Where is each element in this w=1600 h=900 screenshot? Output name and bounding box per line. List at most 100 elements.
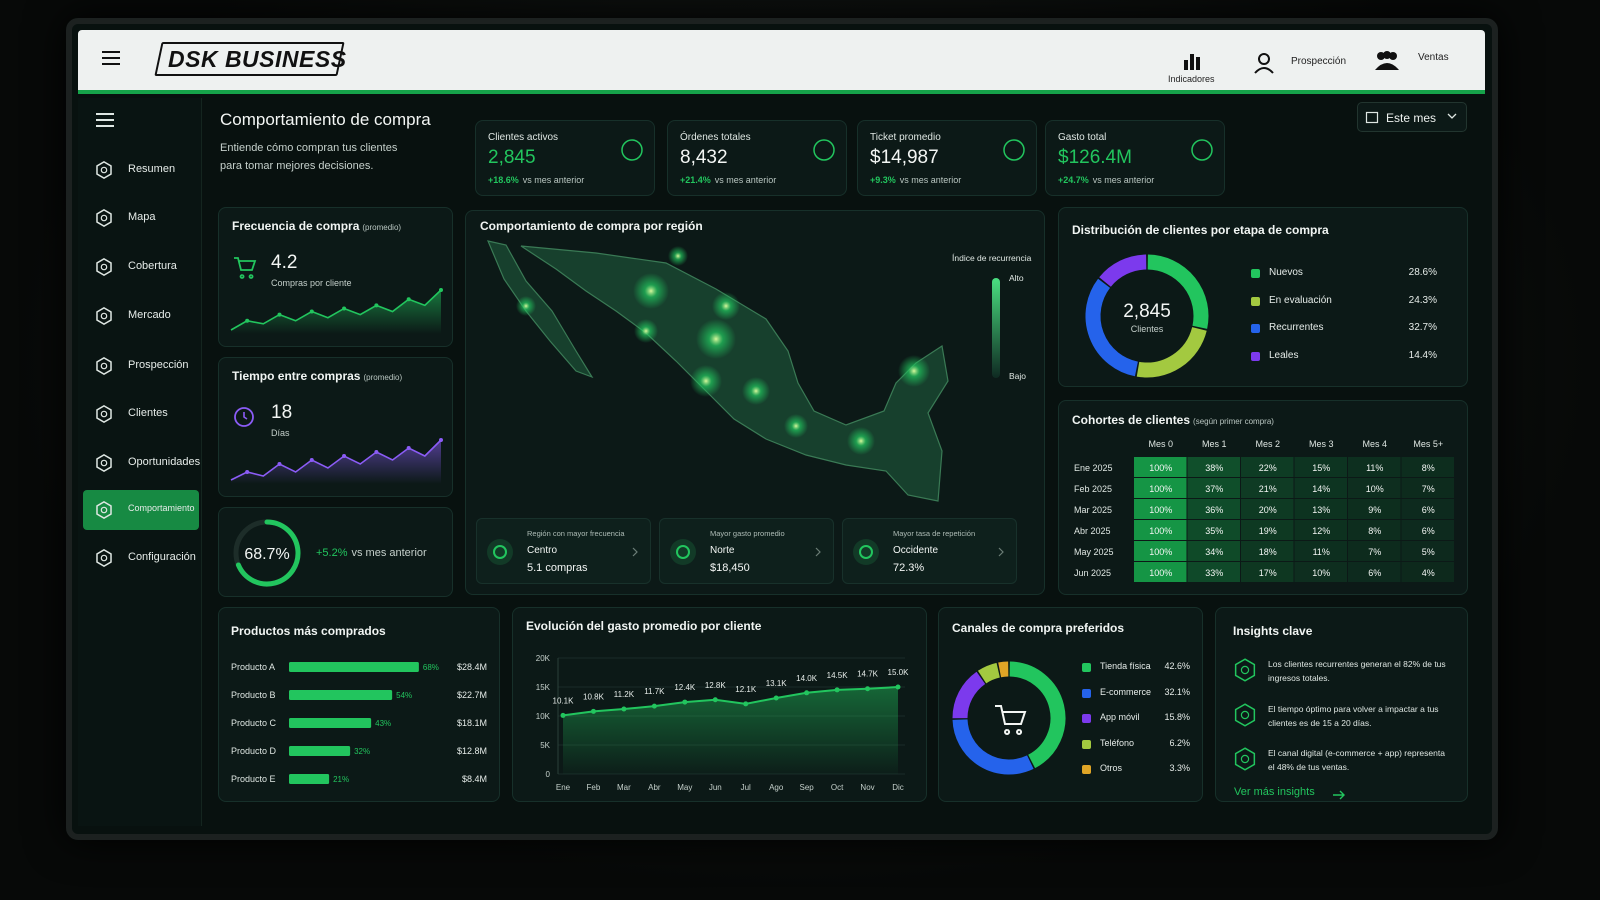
cohort-cell [1294,478,1347,498]
category-label: Producto A [231,662,275,672]
kpi-change: +9.3% [870,175,896,185]
sparkline-point [309,309,314,314]
y-tick-label: 0 [546,770,551,779]
legend-label: Otros [1100,763,1123,773]
arrow-icon [1333,790,1345,800]
cohort-cell [1348,457,1401,477]
kpi-note: vs mes anterior [522,175,585,185]
cohort-cell [1187,457,1240,477]
card-title: Frecuencia de compra [232,219,360,233]
sidebar [78,98,202,826]
insights-link[interactable]: Ver más insights [1234,786,1315,798]
cohort-value: 21% [1259,484,1277,494]
row-header: Feb 2025 [1074,484,1112,494]
sidebar-item[interactable]: Clientes [128,407,168,419]
x-tick-label: May [677,783,692,792]
kpi-card: Órdenes totales 8,432 +21.4% vs mes anterio… [667,120,847,196]
cohort-cell [1241,499,1294,519]
graphic [96,405,112,423]
highlight-label: Mayor tasa de repetición [893,529,976,538]
bar-amount: $18.1M [457,718,487,728]
graphic [230,438,443,484]
region-highlight[interactable]: Región con mayor frecuencia Centro 5.1 com… [476,518,651,584]
graphic [96,454,112,472]
sparkline-point [439,438,443,442]
icon-dot [100,263,108,271]
cohort-value: 35% [1205,526,1223,536]
cohort-value: 13% [1312,505,1330,515]
calendar-icon [1365,111,1379,124]
cohort-value: 6% [1422,505,1435,515]
kpi-icon [621,139,643,161]
sparkline-point [406,297,411,302]
cohort-value: 20% [1259,505,1277,515]
bar-value-label: 68% [423,663,439,672]
sidebar-item[interactable]: Oportunidades [128,456,201,468]
clock-icon [234,407,254,427]
cohort-cell [1401,541,1454,561]
row-header: May 2025 [1074,547,1114,557]
icon [1234,703,1256,727]
icon-dot [100,312,108,320]
legend-label: En evaluación [1269,294,1332,306]
row-header: Ene 2025 [1074,463,1113,473]
graphic: 2,845 Clientes [1085,254,1209,378]
column-header: Mes 2 [1255,439,1280,449]
metric-unit: Días [271,428,290,438]
icon [96,161,112,179]
cohort-value: 12% [1312,526,1330,536]
point-label: 13.1K [766,679,788,688]
chart-title: Canales de compra preferidos [952,621,1125,635]
cohort-cell [1401,499,1454,519]
sidebar-item[interactable]: Comportamiento [128,503,195,513]
line-point [804,690,810,696]
legend-swatch [1082,739,1091,749]
cohort-value: 10% [1312,568,1330,578]
sidebar-item[interactable]: Cobertura [128,260,177,272]
icon [96,549,112,567]
cohort-value: 33% [1205,568,1223,578]
sidebar-item[interactable]: Mapa [128,211,156,223]
bar-value-label: 21% [333,775,349,784]
nav-item[interactable]: Indicadores [1168,74,1215,84]
region-highlight[interactable]: Mayor tasa de repetición Occidente 72.3% [842,518,1017,584]
graphic [1234,658,1256,682]
card-qualifier: (según primer compra) [1193,417,1274,426]
graphic [234,257,257,279]
point-label: 10.1K [553,696,575,705]
bar-value-label: 43% [375,719,391,728]
icon [96,454,112,472]
cohort-value: 7% [1422,484,1435,494]
graphic [621,139,643,161]
legend-swatch [1082,663,1091,672]
cohort-cell [1187,499,1240,519]
legend-swatch [1082,688,1091,698]
kpi-change-row: +18.6% vs mes anterior [488,175,584,185]
sidebar-item[interactable]: Prospección [128,359,189,371]
point-label: 14.7K [857,670,879,679]
kpi-change: +21.4% [680,175,711,185]
insight-text: Los clientes recurrentes generan el 82% … [1268,659,1446,683]
point-label: 11.7K [644,687,665,696]
sidebar-item[interactable]: Resumen [128,163,176,175]
card-title: Cohortes de clientes [1072,413,1191,427]
cohort-cell [1401,562,1454,582]
period-filter[interactable]: Este mes [1357,102,1467,132]
cohort-cell [1241,520,1294,540]
nav-item[interactable]: Prospección [1291,56,1347,67]
cohort-value: 100% [1149,463,1172,473]
graphic [234,407,254,427]
gauge-label: 68.7% [244,546,289,563]
map-hotspot [712,292,740,320]
sparkline [230,439,442,481]
point-label: 12.1K [735,685,757,694]
sidebar-item[interactable]: Mercado [128,309,171,321]
highlight-icon [670,539,696,565]
sparkline-point [342,306,347,311]
column-header: Mes 1 [1202,439,1227,449]
nav-item[interactable]: Ventas [1418,52,1449,63]
region-highlight[interactable]: Mayor gasto promedio Norte $18,450 [659,518,834,584]
retention-note: vs mes anterior [351,547,427,559]
sidebar-item[interactable]: Configuración [128,551,196,563]
cohort-value: 19% [1259,526,1277,536]
